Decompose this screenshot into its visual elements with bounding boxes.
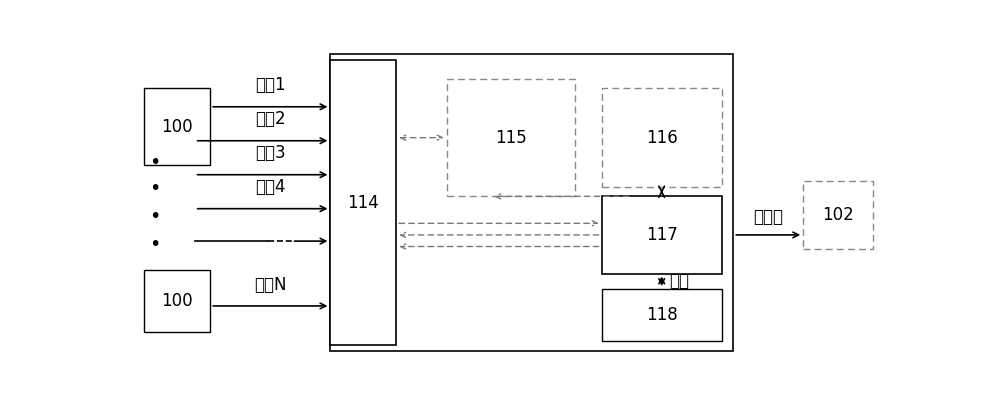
Bar <box>330 61 396 344</box>
Text: 115: 115 <box>495 129 526 147</box>
Text: 串口: 串口 <box>669 272 689 290</box>
Text: 输入1: 输入1 <box>255 77 286 95</box>
Bar <box>803 181 873 249</box>
Bar <box>447 79 574 196</box>
Bar <box>144 88 210 166</box>
Text: •: • <box>149 179 160 198</box>
Text: 100: 100 <box>162 292 193 310</box>
Text: 117: 117 <box>646 226 678 244</box>
Text: 输入2: 输入2 <box>255 110 286 128</box>
Bar <box>330 54 733 351</box>
Bar <box>602 289 722 342</box>
Text: •: • <box>149 207 160 226</box>
Bar <box>602 88 722 187</box>
Text: •: • <box>149 235 160 254</box>
Text: 输入3: 输入3 <box>255 144 286 162</box>
Text: 输出端: 输出端 <box>753 208 783 226</box>
Bar <box>602 196 722 273</box>
Text: •: • <box>149 153 160 172</box>
Text: 输入N: 输入N <box>254 275 287 294</box>
Text: 输入4: 输入4 <box>255 178 286 196</box>
Text: 118: 118 <box>646 306 678 324</box>
Text: 102: 102 <box>822 206 854 224</box>
Bar <box>144 270 210 332</box>
Text: 100: 100 <box>162 118 193 136</box>
Text: 116: 116 <box>646 129 678 147</box>
Text: 114: 114 <box>347 194 379 211</box>
